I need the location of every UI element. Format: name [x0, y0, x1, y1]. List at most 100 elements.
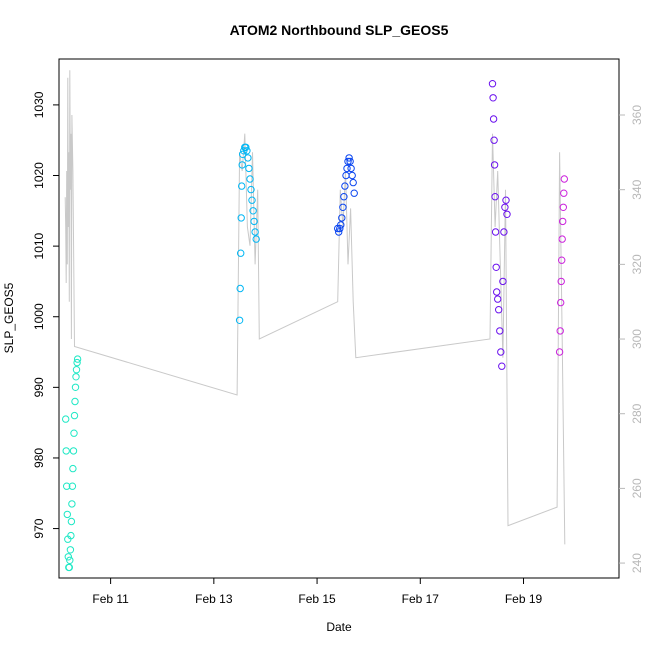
data-point	[68, 482, 77, 490]
data-point	[350, 189, 358, 197]
data-point	[72, 373, 80, 381]
data-point	[557, 298, 565, 307]
y2-tick-label: 280	[630, 403, 644, 423]
data-point	[341, 182, 349, 190]
data-point	[488, 80, 497, 88]
data-point	[244, 154, 252, 162]
data-point	[490, 136, 498, 144]
plot-frame	[58, 58, 620, 579]
data-point	[501, 203, 509, 212]
data-point	[349, 178, 357, 187]
data-point	[555, 348, 564, 356]
data-point	[66, 556, 74, 564]
data-point	[61, 415, 70, 423]
x-tick-label: Feb 11	[92, 592, 129, 606]
data-point	[242, 143, 250, 152]
data-point	[491, 228, 500, 236]
data-point	[237, 214, 245, 222]
data-point	[490, 161, 499, 169]
y2-tick-label: 260	[630, 478, 644, 498]
data-points	[61, 80, 568, 572]
data-point	[499, 277, 507, 286]
data-point	[252, 235, 260, 243]
gray-series	[64, 70, 566, 545]
data-point	[70, 411, 79, 420]
y-tick-label: 1010	[32, 232, 46, 259]
data-point	[245, 164, 253, 173]
data-point	[250, 217, 258, 226]
data-point	[489, 94, 497, 102]
data-point	[345, 154, 353, 162]
data-point	[251, 228, 259, 236]
data-point	[238, 182, 246, 190]
data-point	[64, 553, 73, 561]
data-point	[347, 164, 355, 173]
data-point	[73, 355, 82, 363]
data-point	[249, 207, 257, 215]
data-point	[558, 235, 566, 243]
data-point	[65, 563, 74, 572]
y-tick-label: 1020	[32, 162, 46, 189]
data-point	[348, 171, 356, 180]
data-point	[559, 217, 567, 226]
data-point	[67, 531, 75, 540]
x-tick-label: Feb 17	[402, 592, 440, 606]
data-point	[67, 517, 76, 526]
data-point	[247, 185, 255, 194]
data-point	[503, 210, 511, 219]
data-point	[70, 429, 78, 437]
data-point	[71, 383, 80, 391]
x-axis-label: Date	[326, 620, 352, 634]
data-point	[62, 482, 71, 490]
data-point	[560, 189, 568, 197]
y2-axis: 240 260 280 300 320 340 360	[619, 105, 644, 573]
y2-tick-label: 320	[630, 254, 644, 274]
data-point	[344, 157, 352, 166]
data-point	[340, 193, 348, 201]
data-point	[556, 327, 564, 335]
y-tick-label: 1000	[32, 303, 46, 330]
data-point	[560, 175, 568, 183]
data-point	[494, 295, 502, 303]
data-point	[495, 306, 503, 314]
chart-title: ATOM2 Northbound SLP_GEOS5	[230, 22, 449, 38]
data-point	[236, 284, 244, 293]
y-axis: 970 980 990 1000 1010 1020 1030	[32, 91, 59, 539]
data-point	[491, 193, 499, 201]
y-tick-label: 970	[32, 518, 46, 538]
data-point	[62, 447, 70, 455]
x-tick-label: Feb 19	[505, 592, 543, 606]
y-axis-label: SLP_GEOS5	[2, 282, 16, 353]
data-point	[558, 256, 566, 264]
data-point	[68, 500, 76, 508]
y-tick-label: 980	[32, 448, 46, 468]
data-point	[235, 316, 244, 324]
data-point	[69, 464, 77, 473]
x-tick-label: Feb 15	[298, 592, 336, 606]
y2-tick-label: 240	[630, 553, 644, 573]
data-point	[66, 546, 75, 554]
data-point	[497, 348, 505, 356]
data-point	[338, 214, 346, 222]
data-point	[336, 224, 344, 233]
x-tick-label: Feb 13	[195, 592, 233, 606]
data-point	[346, 157, 354, 166]
data-point	[335, 228, 343, 236]
y2-tick-label: 360	[630, 105, 644, 125]
data-point	[237, 249, 245, 257]
data-point	[343, 164, 351, 173]
data-point	[559, 203, 567, 212]
data-point	[557, 277, 565, 286]
data-point	[72, 366, 81, 374]
data-point	[496, 327, 504, 335]
y-tick-label: 990	[32, 377, 46, 397]
data-point	[238, 161, 246, 169]
data-point	[502, 196, 510, 204]
data-point	[489, 115, 498, 123]
y-tick-label: 1030	[32, 91, 46, 118]
data-point	[339, 203, 347, 212]
data-point	[337, 221, 345, 229]
data-point	[73, 358, 81, 367]
